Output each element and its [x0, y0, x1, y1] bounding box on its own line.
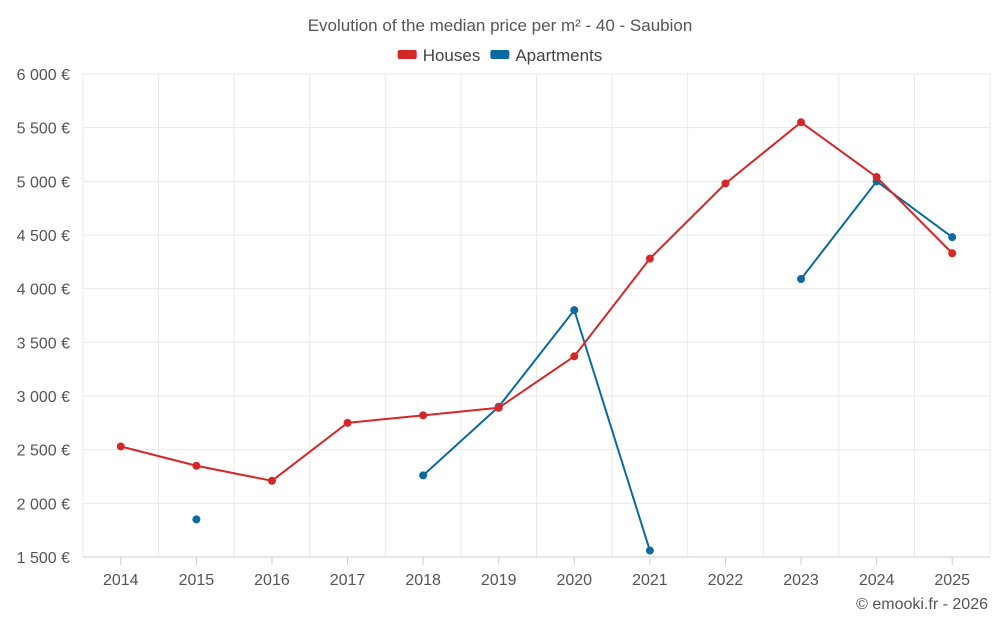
- x-tick-label: 2020: [556, 572, 592, 589]
- data-point-houses[interactable]: [494, 403, 503, 412]
- axes: 1 500 € 2 000 € 2 500 € 3 000 € 3 500 € 4 000…: [17, 67, 990, 589]
- x-tick-label: 2019: [481, 572, 517, 589]
- series-line-apartments: [422, 309, 651, 552]
- y-tick-label: 4 000 €: [17, 282, 70, 299]
- data-point-houses[interactable]: [721, 179, 730, 188]
- grid: [82, 73, 991, 557]
- legend: Houses Apartments: [397, 46, 602, 65]
- x-tick-label: 2016: [254, 572, 290, 589]
- data-point-houses[interactable]: [419, 411, 428, 420]
- legend-label: Apartments: [515, 46, 602, 65]
- data-point-houses[interactable]: [192, 461, 201, 470]
- legend-item-apartments[interactable]: Apartments: [490, 46, 602, 65]
- data-point-houses[interactable]: [645, 254, 654, 263]
- x-tick-label: 2024: [859, 572, 895, 589]
- legend-swatch: [490, 50, 510, 59]
- data-point-houses[interactable]: [872, 173, 881, 182]
- y-tick-label: 4 500 €: [17, 228, 70, 245]
- x-tick-label: 2014: [103, 572, 139, 589]
- x-tick-label: 2018: [405, 572, 441, 589]
- y-tick-label: 2 000 €: [17, 496, 70, 513]
- x-tick-label: 2023: [783, 572, 819, 589]
- chart-title: Evolution of the median price per m² - 4…: [308, 16, 693, 35]
- data-point-houses[interactable]: [797, 118, 806, 127]
- data-point-houses[interactable]: [948, 249, 957, 258]
- y-tick-label: 3 000 €: [17, 389, 70, 406]
- series-layer: [116, 118, 957, 555]
- series-apartments: [192, 177, 957, 555]
- x-tick-label: 2017: [330, 572, 366, 589]
- data-point-apartments[interactable]: [645, 546, 654, 555]
- y-tick-label: 5 500 €: [17, 121, 70, 138]
- x-tick-label: 2021: [632, 572, 668, 589]
- data-point-apartments[interactable]: [797, 275, 806, 284]
- series-houses: [116, 118, 957, 485]
- data-point-apartments[interactable]: [192, 515, 201, 524]
- data-point-apartments[interactable]: [948, 233, 957, 242]
- legend-label: Houses: [423, 46, 481, 65]
- y-tick-label: 2 500 €: [17, 443, 70, 460]
- data-point-apartments[interactable]: [419, 471, 428, 480]
- series-line-houses: [119, 121, 954, 482]
- x-tick-label: 2025: [934, 572, 970, 589]
- y-tick-label: 3 500 €: [17, 335, 70, 352]
- legend-item-houses[interactable]: Houses: [397, 46, 481, 65]
- x-tick-label: 2015: [179, 572, 215, 589]
- y-tick-label: 1 500 €: [17, 550, 70, 567]
- data-point-houses[interactable]: [570, 352, 579, 361]
- legend-swatch: [397, 50, 417, 59]
- y-tick-label: 6 000 €: [17, 67, 70, 84]
- data-point-houses[interactable]: [343, 418, 352, 427]
- data-point-houses[interactable]: [116, 442, 125, 451]
- x-tick-label: 2022: [708, 572, 744, 589]
- data-point-apartments[interactable]: [570, 306, 579, 315]
- y-tick-label: 5 000 €: [17, 174, 70, 191]
- data-point-houses[interactable]: [267, 476, 276, 485]
- credit-text[interactable]: © emooki.fr - 2026: [856, 596, 988, 613]
